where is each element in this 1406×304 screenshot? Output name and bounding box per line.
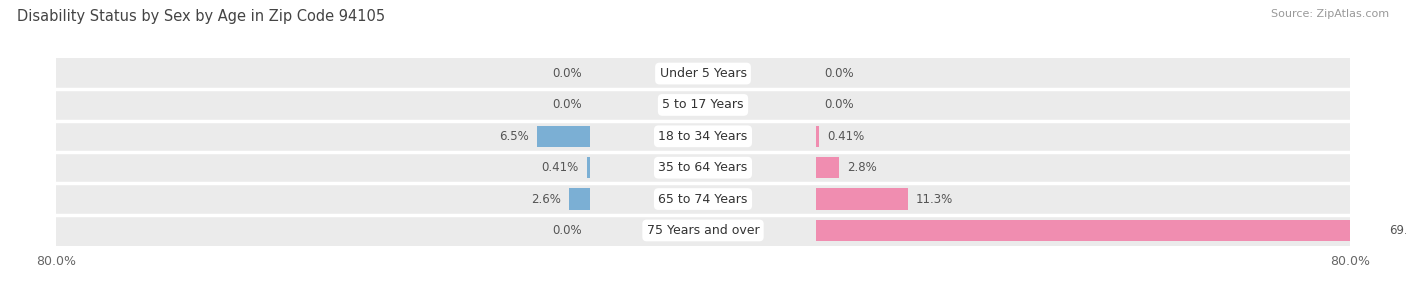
Text: 0.0%: 0.0% bbox=[553, 67, 582, 80]
Bar bbox=[56, 121, 1350, 152]
Bar bbox=[56, 58, 1350, 89]
Text: Under 5 Years: Under 5 Years bbox=[659, 67, 747, 80]
Bar bbox=[815, 157, 839, 178]
Text: 2.8%: 2.8% bbox=[846, 161, 877, 174]
Text: 75 Years and over: 75 Years and over bbox=[647, 224, 759, 237]
Text: 69.9%: 69.9% bbox=[1389, 224, 1406, 237]
Bar bbox=[537, 126, 591, 147]
Bar bbox=[815, 126, 820, 147]
Text: 6.5%: 6.5% bbox=[499, 130, 529, 143]
Text: 0.0%: 0.0% bbox=[553, 224, 582, 237]
Text: 35 to 64 Years: 35 to 64 Years bbox=[658, 161, 748, 174]
Bar bbox=[56, 183, 1350, 215]
Text: 18 to 34 Years: 18 to 34 Years bbox=[658, 130, 748, 143]
Text: Source: ZipAtlas.com: Source: ZipAtlas.com bbox=[1271, 9, 1389, 19]
Bar bbox=[56, 215, 1350, 246]
Bar bbox=[815, 220, 1381, 241]
Text: 0.41%: 0.41% bbox=[541, 161, 578, 174]
Text: 65 to 74 Years: 65 to 74 Years bbox=[658, 192, 748, 206]
Bar bbox=[56, 152, 1350, 183]
Legend: Male, Female: Male, Female bbox=[633, 302, 773, 304]
Text: Disability Status by Sex by Age in Zip Code 94105: Disability Status by Sex by Age in Zip C… bbox=[17, 9, 385, 24]
Bar bbox=[586, 157, 591, 178]
Text: 5 to 17 Years: 5 to 17 Years bbox=[662, 98, 744, 112]
Bar bbox=[815, 188, 907, 210]
Bar bbox=[569, 188, 591, 210]
Text: 0.0%: 0.0% bbox=[824, 67, 853, 80]
Text: 11.3%: 11.3% bbox=[915, 192, 953, 206]
Text: 2.6%: 2.6% bbox=[531, 192, 561, 206]
Bar bbox=[56, 89, 1350, 121]
Text: 0.0%: 0.0% bbox=[553, 98, 582, 112]
Text: 0.41%: 0.41% bbox=[828, 130, 865, 143]
Text: 0.0%: 0.0% bbox=[824, 98, 853, 112]
